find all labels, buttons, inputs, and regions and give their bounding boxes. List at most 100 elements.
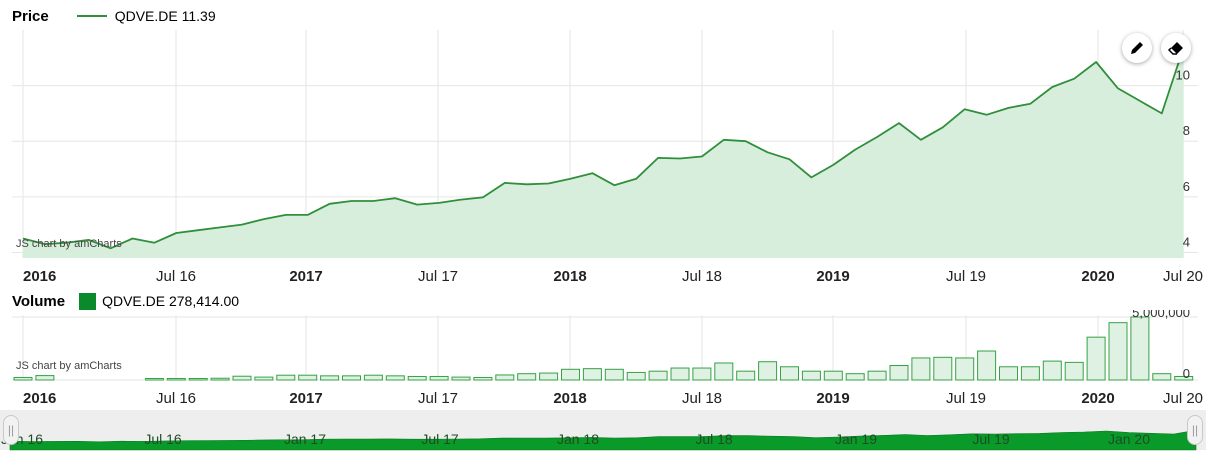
navigator-tick-label: Jan 17 [284,431,326,447]
volume-bar [1108,322,1128,381]
price-x-tick-label: Jul 16 [156,268,196,285]
price-chart[interactable]: 4 6 8 10 JS chart by amCharts 2016 Jul 16 2017 J… [0,0,1206,290]
price-x-tick-label: Jul 20 [1163,268,1203,285]
volume-y-tick-label: 5,000,000 [1132,310,1190,320]
price-legend-marker[interactable] [76,15,107,17]
volume-bar [1086,336,1106,381]
volume-bar [320,375,340,381]
scrollbar-right-grip[interactable]: || [1187,415,1203,445]
pencil-icon [1131,42,1143,54]
volume-bar [1130,316,1150,381]
volume-bar [801,370,821,381]
price-panel-title: Price [12,7,49,25]
volume-panel-title: Volume [12,292,66,310]
navigator-tick-label: Jul 16 [144,431,182,447]
volume-bar [407,375,427,381]
volume-bar [955,357,975,381]
volume-bar [13,376,33,381]
volume-bar [451,376,471,381]
volume-bar [758,361,778,381]
volume-bar [648,370,668,381]
volume-bar [845,373,865,381]
price-x-tick-label: Jul 18 [682,268,722,285]
volume-bar [495,374,515,381]
volume-bar [385,375,405,381]
volume-x-tick-label: Jul 18 [682,390,722,407]
volume-x-tick-label: Jul 17 [418,390,458,407]
volume-bar [999,366,1018,381]
volume-bar [780,366,799,381]
volume-bar [210,377,230,381]
volume-bar [144,378,164,381]
volume-x-tick-label: Jul 16 [156,390,196,407]
volume-bar [626,371,646,381]
eraser-icon [1168,42,1183,55]
volume-bar [582,368,602,381]
price-series-line [22,46,1185,250]
volume-legend-marker[interactable] [79,292,97,310]
volume-bar [517,373,537,381]
volume-bar [867,370,887,381]
price-legend-label[interactable]: QDVE.DE 11.39 [114,8,216,24]
volume-bar [736,370,756,381]
price-y-tick-label: 6 [1183,179,1190,194]
volume-legend-label[interactable]: QDVE.DE 278,414.00 [102,293,240,309]
volume-y-tick-label: 0 [1183,366,1190,381]
volume-chart[interactable]: 5,000,000 0 JS chart by amCharts 2016 Jul 16… [0,310,1206,410]
price-x-tick-label: 2018 [553,268,586,285]
navigator-series-area [9,429,1197,451]
volume-bar [1064,361,1084,381]
navigator-tick-label: Jan 20 [1108,431,1150,447]
price-area-fill [23,47,1184,258]
volume-x-tick-label: Jul 19 [946,390,986,407]
navigator-tick-label: Jan 18 [557,431,599,447]
volume-bar [823,370,843,381]
navigator-tick-label: Jul 19 [972,431,1010,447]
erase-button[interactable] [1161,33,1191,63]
volume-bar [1152,373,1172,381]
price-x-tick-label: Jul 17 [418,268,458,285]
volume-x-tick-label: 2019 [816,390,849,407]
price-x-tick-label: 2016 [23,268,56,285]
volume-x-tick-label: 2018 [553,390,586,407]
volume-bar [911,357,931,381]
navigator-scrollbar[interactable]: Jan 16 Jul 16 Jan 17 Jul 17 Jan 18 Jul 18 Jan … [0,408,1206,454]
volume-bar [692,367,712,381]
volume-bar [298,374,318,381]
volume-bar [254,376,274,381]
price-x-tick-label: 2019 [816,268,849,285]
volume-bar [889,365,909,381]
volume-legend: Volume QDVE.DE 278,414.00 [12,291,239,311]
price-x-tick-label: 2020 [1081,268,1114,285]
volume-x-tick-label: 2017 [289,390,322,407]
navigator-tick-label: Jul 18 [695,431,733,447]
volume-bar [561,368,580,381]
volume-bar [933,356,953,381]
draw-button[interactable] [1122,33,1152,63]
price-y-tick-label: 10 [1176,68,1190,83]
volume-bar [1042,360,1062,381]
volume-bar [1174,375,1194,381]
price-y-tick-label: 4 [1183,234,1190,249]
volume-bar [714,362,734,381]
volume-x-tick-label: 2016 [23,390,56,407]
volume-x-tick-label: 2020 [1081,390,1114,407]
volume-bar [604,368,624,381]
scrollbar-left-grip[interactable]: || [3,415,19,445]
volume-bar [342,375,361,381]
volume-bar [188,377,208,381]
volume-bar [539,372,559,381]
volume-bar [1020,366,1040,381]
volume-bar [232,375,252,381]
volume-bar [429,375,449,381]
price-y-tick-label: 8 [1183,123,1190,138]
volume-bar [35,375,55,381]
price-legend: Price QDVE.DE 11.39 [12,6,216,26]
volume-bar [166,377,186,381]
price-watermark: JS chart by amCharts [16,238,122,250]
navigator-tick-label: Jan 19 [835,431,877,447]
price-x-tick-label: Jul 19 [946,268,986,285]
volume-watermark: JS chart by amCharts [16,360,122,372]
volume-bar [473,376,493,381]
volume-bar [363,374,383,381]
